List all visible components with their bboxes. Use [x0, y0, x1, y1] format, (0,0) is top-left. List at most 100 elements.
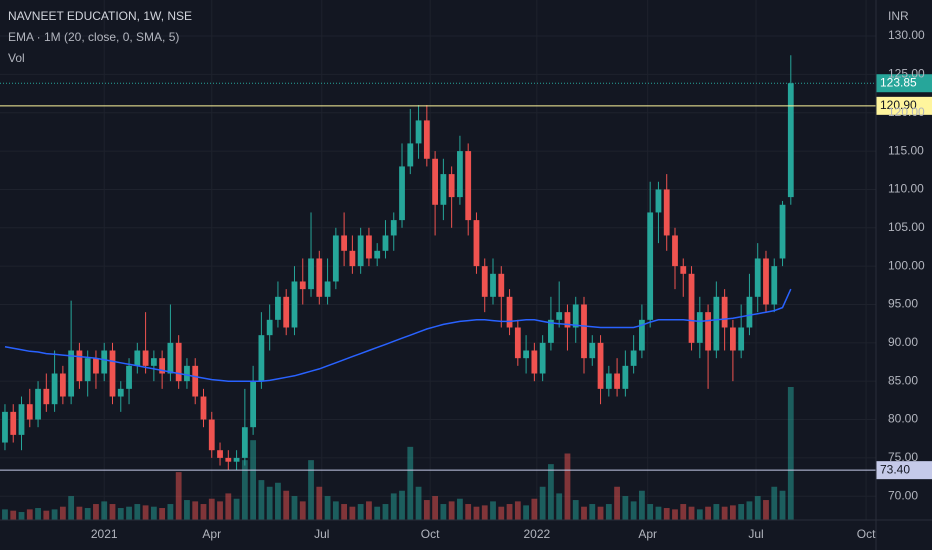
- candle-body: [746, 296, 753, 328]
- volume-bar: [349, 506, 356, 520]
- candle-body: [597, 342, 604, 389]
- candle-body: [349, 250, 356, 267]
- candle-body: [672, 235, 678, 267]
- candle-body: [498, 273, 505, 297]
- candle-body: [250, 381, 257, 428]
- y-tick-label: 125.00: [888, 67, 925, 81]
- candle-body: [605, 373, 612, 389]
- candle-body: [630, 350, 637, 366]
- candle-body: [514, 327, 521, 359]
- candle-body: [150, 358, 157, 366]
- candle-body: [332, 235, 339, 282]
- volume-bar: [291, 496, 298, 520]
- volume-bar: [324, 496, 331, 520]
- volume-bar: [43, 510, 50, 520]
- y-tick-label: 120.00: [888, 105, 925, 119]
- volume-bar: [713, 504, 720, 520]
- volume-bar: [341, 504, 348, 520]
- volume-bar: [258, 480, 265, 520]
- x-tick-label: Oct: [421, 527, 440, 541]
- candle-body: [738, 327, 745, 351]
- volume-bar: [101, 501, 108, 520]
- volume-bar: [374, 506, 381, 520]
- volume-bar: [200, 504, 207, 520]
- volume-bar: [51, 509, 58, 520]
- volume-bar: [490, 501, 496, 520]
- candle-body: [167, 342, 174, 374]
- candle-body: [200, 396, 207, 420]
- candle-body: [622, 365, 629, 389]
- volume-bar: [250, 440, 257, 520]
- candle-body: [68, 350, 75, 397]
- volume-bar: [465, 504, 472, 520]
- candle-body: [126, 365, 132, 389]
- volume-bar: [93, 504, 99, 520]
- candle-body: [705, 312, 711, 351]
- candle-body: [76, 350, 83, 382]
- candle-body: [539, 342, 546, 374]
- candle-body: [407, 143, 414, 167]
- x-tick-label: Oct: [857, 527, 876, 541]
- candle-body: [316, 258, 323, 297]
- candle-body: [241, 427, 248, 458]
- candle-body: [109, 350, 116, 397]
- volume-bar: [655, 506, 662, 520]
- candle-body: [564, 312, 571, 328]
- candle-body: [448, 174, 455, 198]
- candle-body: [225, 457, 232, 462]
- volume-bar: [705, 506, 711, 520]
- candle-body: [43, 388, 50, 405]
- x-tick-label: Apr: [638, 527, 657, 541]
- level-label-box: [876, 96, 932, 115]
- volume-bar: [589, 504, 596, 520]
- candle-body: [291, 281, 298, 328]
- y-tick-label: 70.00: [888, 488, 918, 502]
- volume-bar: [10, 510, 17, 520]
- candle-body: [159, 358, 166, 374]
- candle-body: [299, 281, 306, 290]
- y-tick-label: 130.00: [888, 28, 925, 42]
- volume-bar: [217, 501, 223, 520]
- candle-body: [647, 212, 654, 320]
- y-tick-label: 85.00: [888, 373, 918, 387]
- level-label: 120.90: [880, 98, 917, 112]
- candle-body: [556, 312, 563, 320]
- candle-body: [117, 388, 124, 397]
- candle-body: [357, 235, 364, 267]
- volume-bar: [26, 509, 33, 520]
- volume-bar: [440, 504, 447, 520]
- candle-body: [390, 220, 397, 236]
- volume-bar: [581, 506, 587, 520]
- candle-body: [771, 266, 778, 305]
- volume-bar: [275, 482, 281, 520]
- volume-bar: [308, 460, 314, 520]
- candle-body: [614, 373, 620, 389]
- volume-bar: [548, 464, 554, 520]
- volume-bar: [126, 506, 132, 520]
- volume-bar: [448, 501, 455, 520]
- level-label-box: [876, 461, 932, 480]
- volume-bar: [167, 504, 174, 520]
- volume-bar: [688, 506, 695, 520]
- candle-body: [84, 358, 91, 382]
- candle-body: [440, 174, 447, 205]
- y-tick-label: 95.00: [888, 297, 918, 311]
- volume-bar: [390, 493, 397, 520]
- candle-body: [639, 319, 645, 351]
- candle-body: [142, 350, 149, 366]
- candle-body: [581, 304, 587, 359]
- volume-bar: [473, 506, 480, 520]
- volume-bar: [423, 500, 430, 520]
- candle-body: [35, 388, 41, 420]
- candle-body: [366, 235, 372, 259]
- volume-bar: [738, 504, 745, 520]
- volume-bar: [192, 501, 199, 520]
- volume-bar: [59, 506, 66, 520]
- volume-bar: [779, 490, 786, 520]
- candle-body: [457, 151, 463, 198]
- candle-body: [10, 411, 17, 435]
- candle-body: [175, 342, 182, 382]
- candle-body: [680, 266, 687, 274]
- candle-body: [258, 335, 265, 382]
- candle-body: [663, 189, 670, 236]
